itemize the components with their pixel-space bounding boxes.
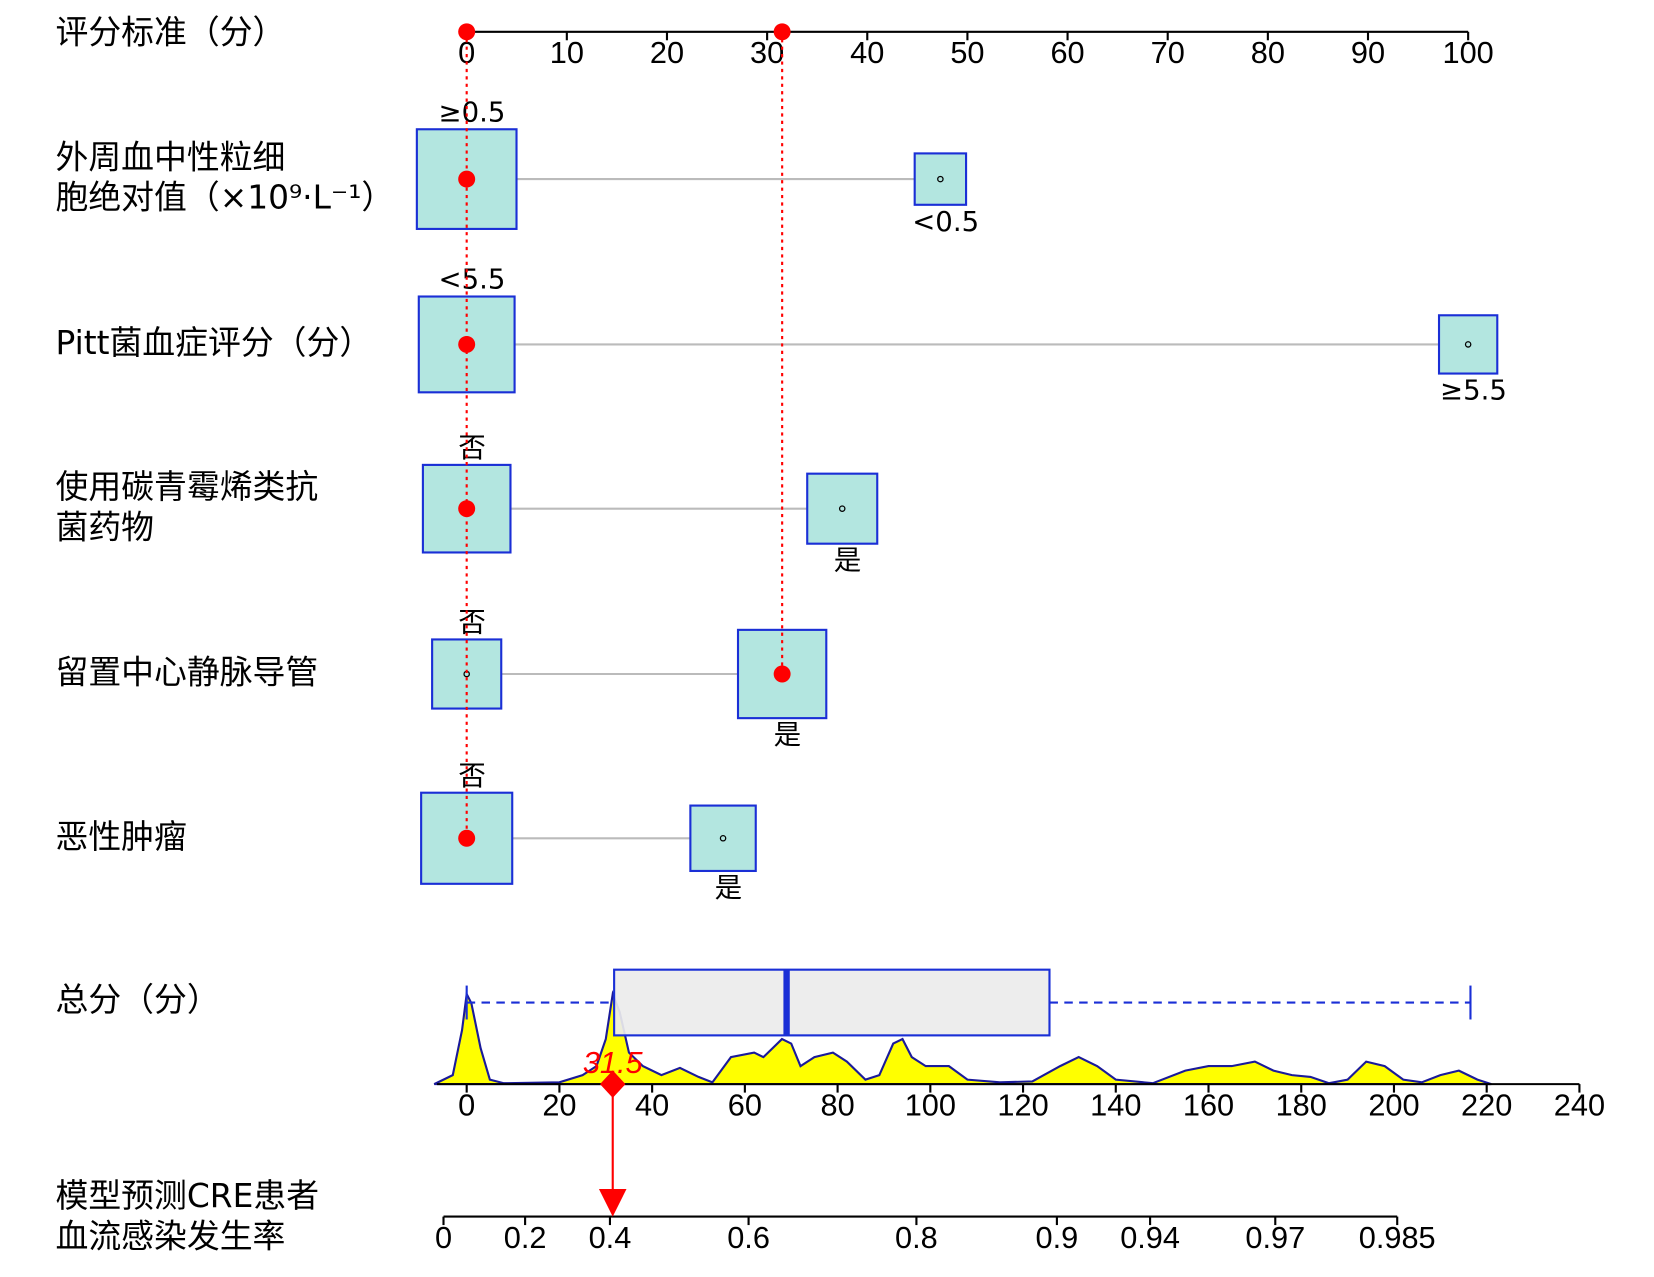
selected-dot xyxy=(773,665,791,683)
x-tick-label: 200 xyxy=(1368,1088,1419,1123)
level-box xyxy=(1437,314,1499,375)
x-tick-label: 0.8 xyxy=(895,1220,938,1255)
x-tick-label: 0.4 xyxy=(589,1220,632,1255)
level-box xyxy=(689,804,757,873)
x-tick-label: 40 xyxy=(635,1088,669,1123)
x-tick-label: 0.6 xyxy=(727,1220,770,1255)
x-tick-label: 20 xyxy=(542,1088,576,1123)
points-axis-label: 评分标准（分） xyxy=(56,13,286,51)
x-tick-label: 70 xyxy=(1151,35,1185,70)
level-label: 是 xyxy=(834,545,862,577)
variable-label: 留置中心静脉导管 xyxy=(56,654,319,692)
level-label: ≥5.5 xyxy=(1440,375,1507,407)
level-box xyxy=(913,152,968,206)
box xyxy=(613,968,1051,1037)
x-tick-label: 240 xyxy=(1554,1088,1605,1123)
x-tick-label: 100 xyxy=(905,1088,956,1123)
x-tick-label: 0 xyxy=(458,1088,475,1123)
variable-label: 菌药物 xyxy=(56,508,155,546)
x-tick-label: 0.985 xyxy=(1359,1220,1436,1255)
level-label: <0.5 xyxy=(912,206,979,238)
level-label: ≥0.5 xyxy=(439,96,506,128)
variable-label: 使用碳青霉烯类抗 xyxy=(56,468,319,506)
x-tick-label: 0.9 xyxy=(1036,1220,1079,1255)
variable-label: 胞绝对值（×10⁹·L⁻¹） xyxy=(56,179,395,217)
total-marker xyxy=(600,1070,626,1098)
center-dot xyxy=(719,834,727,842)
x-tick-label: 0.94 xyxy=(1120,1220,1180,1255)
density xyxy=(433,989,1492,1086)
variable-label: Pitt菌血症评分（分） xyxy=(56,324,373,362)
center-dot xyxy=(1464,341,1472,348)
total-axis-label: 总分（分） xyxy=(56,981,220,1019)
variable-label: 外周血中性粒细 xyxy=(56,138,286,176)
x-tick-label: 120 xyxy=(997,1088,1048,1123)
arrow-head xyxy=(598,1189,627,1217)
x-tick-label: 0.97 xyxy=(1245,1220,1305,1255)
x-tick-label: 60 xyxy=(728,1088,762,1123)
x-tick-label: 140 xyxy=(1090,1088,1141,1123)
x-tick-label: 100 xyxy=(1443,35,1494,70)
x-tick-label: 50 xyxy=(950,35,984,70)
variable-label: 恶性肿瘤 xyxy=(56,818,187,856)
level-label: 是 xyxy=(774,719,802,751)
x-tick-label: 30 xyxy=(750,35,784,70)
center-dot xyxy=(937,175,944,183)
level-box xyxy=(806,472,879,545)
center-dot xyxy=(838,505,846,512)
axis-dot xyxy=(773,23,791,41)
x-tick-label: 80 xyxy=(1251,35,1285,70)
x-tick-label: 40 xyxy=(850,35,884,70)
x-tick-label: 60 xyxy=(1050,35,1084,70)
selected-dot xyxy=(458,170,476,188)
level-label: <5.5 xyxy=(439,264,506,296)
x-tick-label: 80 xyxy=(821,1088,855,1123)
level-label: 否 xyxy=(458,607,486,639)
probability-axis-label: 模型预测CRE患者 xyxy=(56,1177,320,1215)
level-box xyxy=(431,638,503,710)
x-tick-label: 10 xyxy=(550,35,584,70)
x-tick-label: 20 xyxy=(650,35,684,70)
probability-axis-label: 血流感染发生率 xyxy=(56,1217,286,1255)
x-tick-label: 0 xyxy=(458,35,475,70)
x-tick-label: 180 xyxy=(1276,1088,1327,1123)
x-tick-label: 220 xyxy=(1461,1088,1512,1123)
total-label: 31.5 xyxy=(583,1045,644,1080)
axis-dot xyxy=(458,23,476,41)
level-label: 否 xyxy=(458,760,486,792)
x-tick-label: 90 xyxy=(1351,35,1385,70)
x-tick-label: 160 xyxy=(1183,1088,1234,1123)
x-tick-label: 0.2 xyxy=(504,1220,547,1255)
level-label: 是 xyxy=(715,872,743,904)
level-label: 否 xyxy=(458,432,486,464)
x-tick-label: 0 xyxy=(435,1220,452,1255)
selected-dot xyxy=(458,829,476,847)
